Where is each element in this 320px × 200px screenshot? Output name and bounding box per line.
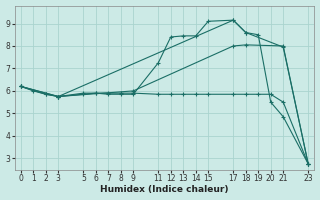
X-axis label: Humidex (Indice chaleur): Humidex (Indice chaleur) (100, 185, 229, 194)
